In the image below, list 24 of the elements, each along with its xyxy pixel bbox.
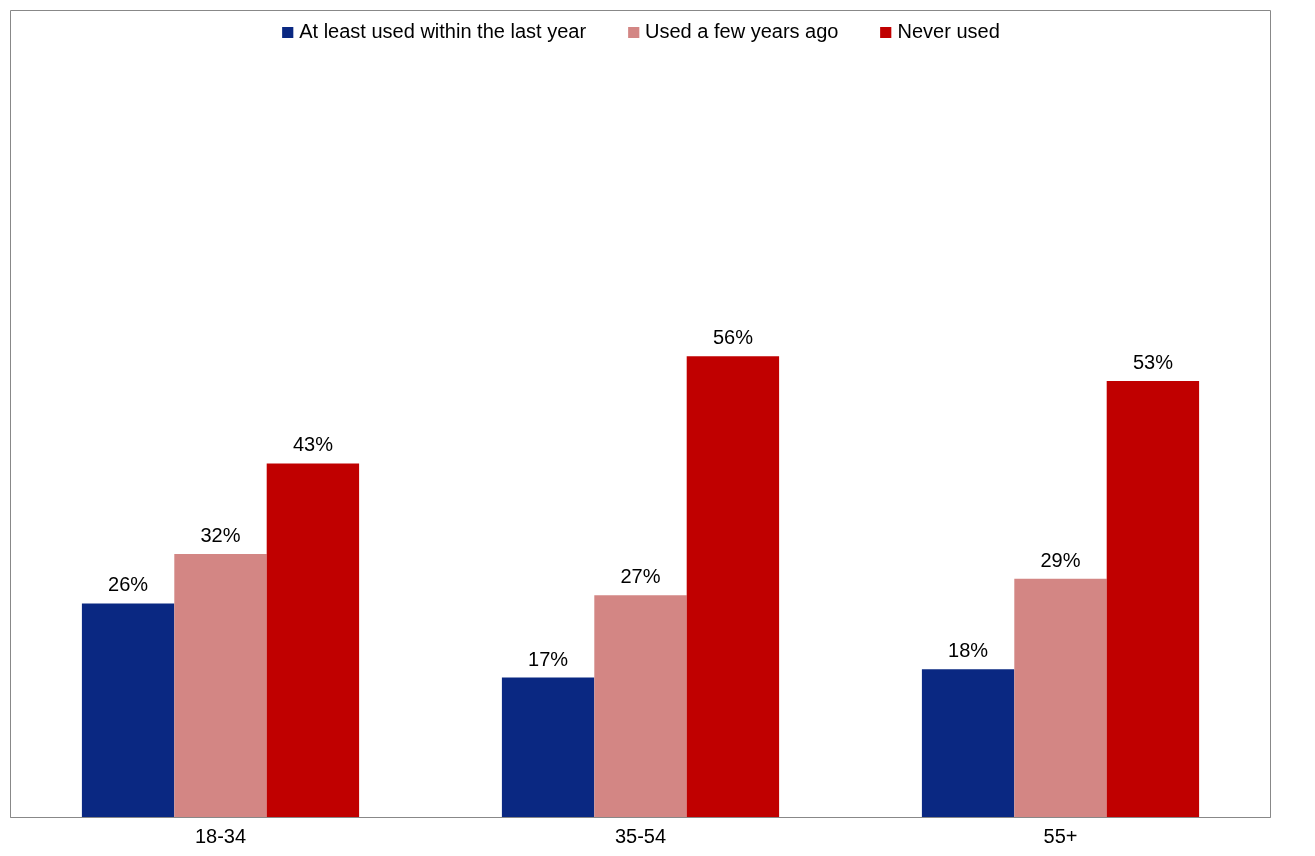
bar	[174, 553, 267, 818]
bar	[81, 603, 175, 818]
data-label: 27%	[620, 565, 661, 588]
x-tick-label: 55+	[1043, 824, 1078, 847]
bar	[921, 669, 1015, 818]
bar	[501, 677, 595, 818]
data-label: 18%	[948, 639, 989, 662]
bar	[266, 463, 360, 818]
x-tick-label: 35-54	[614, 824, 667, 847]
data-label: 53%	[1132, 351, 1174, 374]
data-label: 26%	[108, 573, 149, 596]
bar	[1106, 381, 1200, 818]
legend-label: Used a few years ago	[645, 20, 839, 43]
bar	[1014, 578, 1107, 818]
legend-label: At least used within the last year	[299, 20, 587, 43]
data-label: 29%	[1040, 548, 1081, 571]
legend-label: Never used	[897, 20, 1000, 43]
data-label: 32%	[200, 523, 241, 546]
bar	[686, 356, 780, 818]
x-tick-label: 18-34	[194, 824, 247, 847]
data-label: 43%	[292, 433, 334, 456]
bar	[594, 595, 687, 818]
data-label: 56%	[712, 326, 754, 349]
data-label: 17%	[528, 647, 569, 670]
